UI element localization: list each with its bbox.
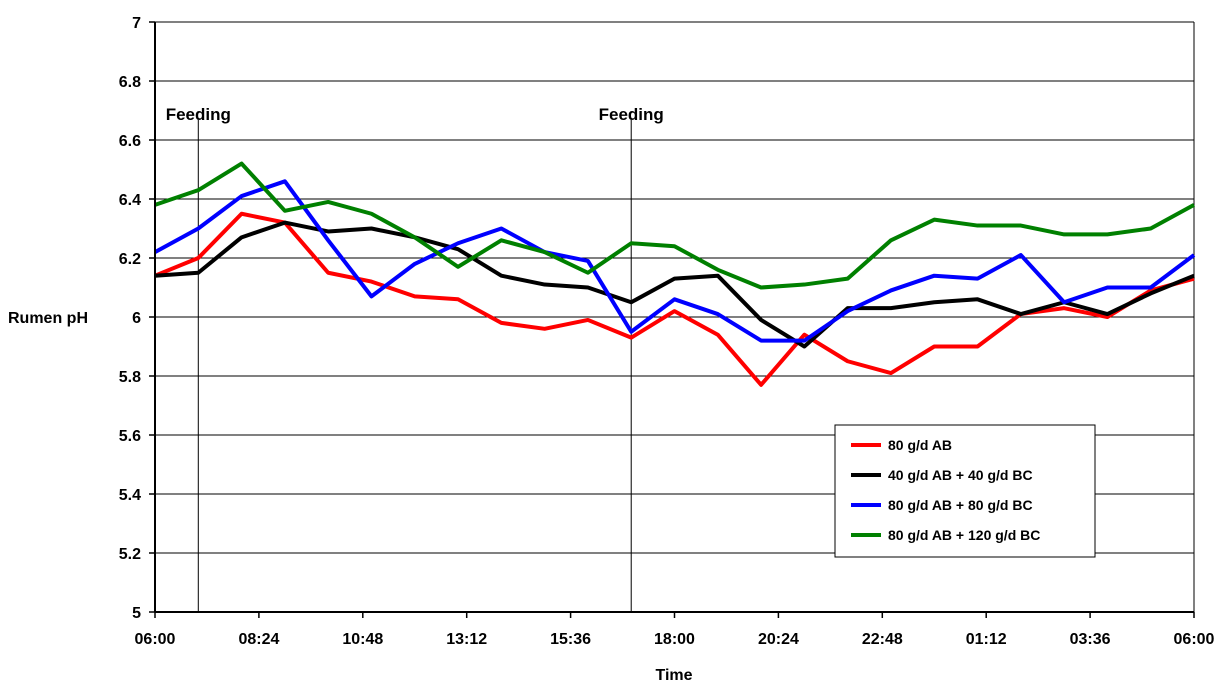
x-tick-label: 08:24 [238, 631, 279, 648]
feeding-label: Feeding [166, 105, 231, 124]
feeding-annotations: Feeding Feeding [166, 105, 664, 612]
series-lines [154, 161, 1196, 387]
x-tick-label: 18:00 [654, 631, 695, 648]
legend-entry: 80 g/d AB [888, 437, 952, 453]
y-axis-label: Rumen pH [8, 310, 88, 327]
y-tick-label: 5.4 [119, 487, 141, 504]
x-tick-label: 22:48 [862, 631, 903, 648]
y-tick-label: 5.8 [119, 369, 141, 386]
series-line-2 [154, 220, 1195, 349]
y-tick-label: 6.8 [119, 74, 141, 91]
x-tick-label: 01:12 [966, 631, 1007, 648]
series-line-4 [154, 161, 1195, 290]
x-tick-label: 06:00 [135, 631, 176, 648]
x-tick-labels: 06:00 08:24 10:48 13:12 15:36 18:00 20:24 22:48… [135, 612, 1215, 648]
y-tick-label: 6 [132, 310, 141, 327]
x-tick-label: 06:00 [1174, 631, 1215, 648]
x-tick-label: 15:36 [550, 631, 591, 648]
y-tick-label: 5 [132, 605, 141, 622]
x-tick-label: 13:12 [446, 631, 487, 648]
x-tick-label: 20:24 [758, 631, 799, 648]
x-tick-label: 10:48 [342, 631, 383, 648]
x-axis-label: Time [655, 667, 692, 684]
y-tick-label: 6.6 [119, 133, 141, 150]
legend: 80 g/d AB 40 g/d AB + 40 g/d BC 80 g/d AB … [834, 424, 1096, 558]
legend-entry: 80 g/d AB + 120 g/d BC [888, 527, 1040, 543]
x-tick-label: 03:36 [1070, 631, 1111, 648]
gridlines [155, 21, 1195, 612]
series-line-3 [154, 179, 1196, 343]
y-tick-label: 5.2 [119, 546, 141, 563]
y-tick-label: 6.4 [119, 192, 141, 209]
legend-entry: 80 g/d AB + 80 g/d BC [888, 497, 1033, 513]
y-tick-labels: 5 5.2 5.4 5.6 5.8 6 6.2 6.4 6.6 6.8 7 [119, 15, 155, 622]
y-tick-label: 6.2 [119, 251, 141, 268]
y-tick-label: 5.6 [119, 428, 141, 445]
y-tick-label: 7 [132, 15, 141, 32]
legend-entry: 40 g/d AB + 40 g/d BC [888, 467, 1033, 483]
feeding-label: Feeding [599, 105, 664, 124]
